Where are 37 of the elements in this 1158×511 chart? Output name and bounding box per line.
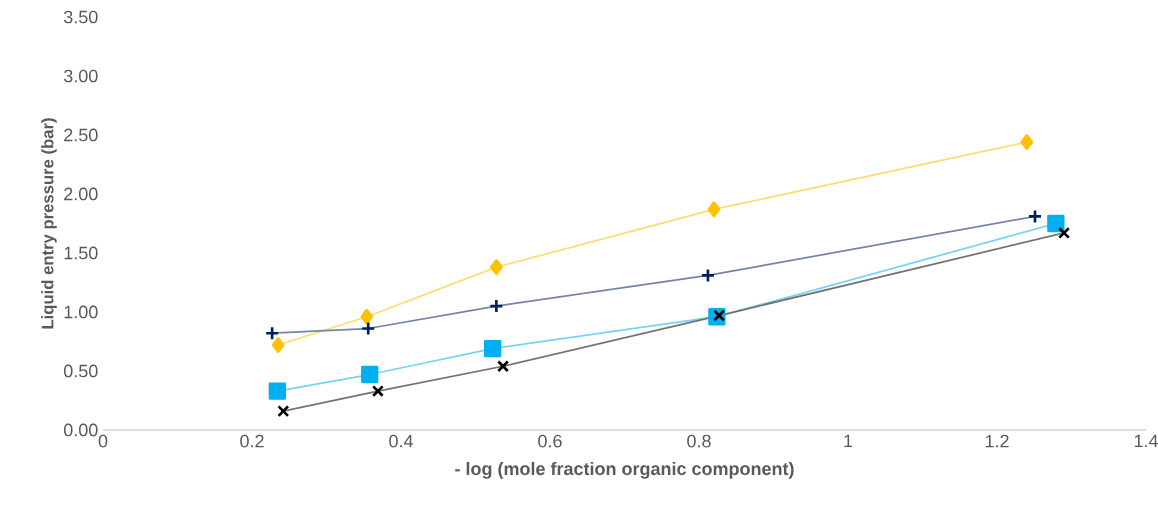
y-tick-label: 0.00 — [63, 423, 98, 437]
point — [483, 339, 502, 358]
point — [1047, 214, 1065, 233]
x-tick-label: 0 — [98, 434, 108, 448]
y-tick-label: 1.00 — [64, 305, 98, 319]
point — [1020, 134, 1034, 151]
x-tick-label: 0.6 — [538, 434, 562, 448]
point — [1057, 226, 1071, 239]
x-tick-label: 0.8 — [687, 434, 711, 448]
point — [497, 360, 510, 373]
y-axis-title: Liquid entry pressure (bar) — [41, 118, 57, 329]
point — [707, 201, 721, 218]
x-axis-title: - log (mole fraction organic component) — [455, 461, 794, 479]
x-tick-label: 1.4 — [1134, 434, 1158, 448]
point — [700, 268, 716, 283]
point — [489, 298, 504, 314]
y-tick-label: 2.50 — [64, 128, 98, 142]
x-tick-label: 0.2 — [240, 434, 264, 448]
point — [371, 385, 384, 398]
x-tick-label: 1 — [844, 434, 853, 448]
point — [271, 337, 285, 354]
point — [490, 259, 503, 276]
y-tick-label: 0.50 — [63, 364, 98, 378]
x-tick-label: 1.2 — [985, 434, 1009, 448]
x-tick-label: 0.4 — [389, 434, 413, 448]
y-tick-label: 1.50 — [64, 246, 98, 260]
point — [268, 382, 287, 400]
y-tick-label: 3.00 — [63, 69, 98, 83]
point — [360, 308, 374, 325]
point — [277, 405, 290, 418]
point — [264, 325, 280, 341]
point — [1027, 209, 1043, 224]
y-tick-label: 2.00 — [64, 187, 98, 201]
point — [361, 365, 379, 384]
point — [360, 321, 376, 336]
y-tick-label: 3.50 — [63, 10, 98, 24]
point — [713, 309, 726, 322]
